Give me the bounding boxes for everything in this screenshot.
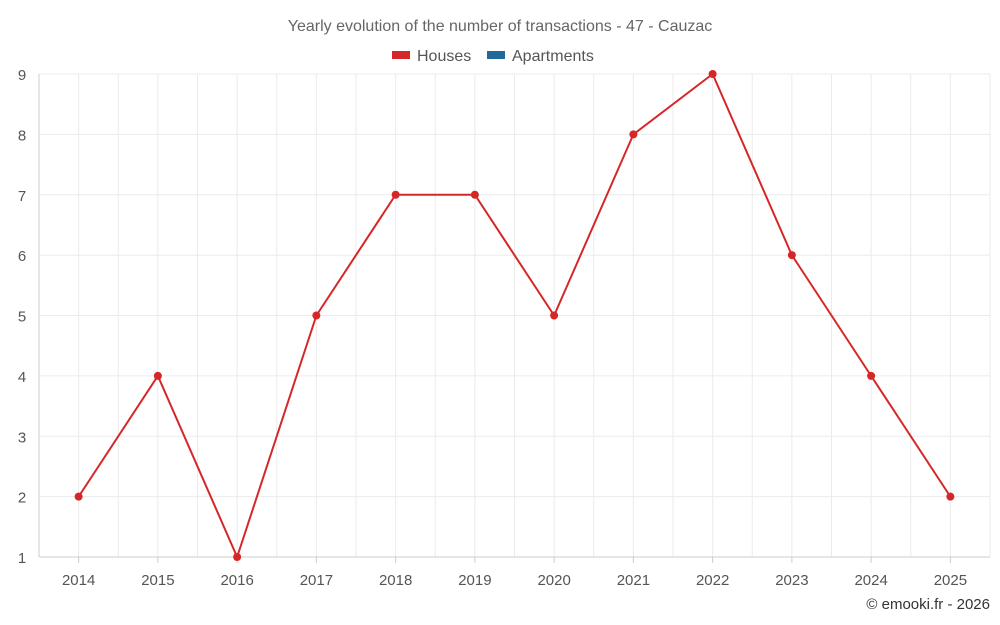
data-point-houses-2018[interactable] xyxy=(391,190,400,199)
y-tick-label-1: 1 xyxy=(18,550,26,567)
credit-text: © emooki.fr - 2026 xyxy=(866,596,990,613)
x-tick-label-2015: 2015 xyxy=(141,572,174,589)
legend-item-apartments[interactable]: Apartments xyxy=(487,48,594,65)
data-point-houses-2023[interactable] xyxy=(787,251,796,260)
y-tick-label-5: 5 xyxy=(18,309,26,326)
series-line-houses xyxy=(77,73,952,558)
x-tick-labels: 2014 2015 2016 2017 2018 2019 2020 2021 2022 2023… xyxy=(62,557,967,589)
data-point-houses-2021[interactable] xyxy=(629,130,638,139)
y-tick-label-8: 8 xyxy=(18,127,26,144)
chart-title: Yearly evolution of the number of transa… xyxy=(288,18,713,35)
data-point-houses-2019[interactable] xyxy=(470,190,479,199)
data-point-houses-2022[interactable] xyxy=(708,70,717,78)
x-tick-label-2022: 2022 xyxy=(696,572,729,589)
legend-item-houses[interactable]: Houses xyxy=(392,48,471,65)
legend-swatch-apartments xyxy=(487,51,505,59)
data-point-houses-2024[interactable] xyxy=(867,371,876,380)
y-tick-label-6: 6 xyxy=(18,248,26,265)
grid xyxy=(39,73,991,557)
data-point-houses-2017[interactable] xyxy=(312,311,321,320)
y-tick-label-9: 9 xyxy=(18,67,26,84)
x-tick-label-2017: 2017 xyxy=(300,572,333,589)
x-tick-label-2021: 2021 xyxy=(617,572,650,589)
x-tick-label-2020: 2020 xyxy=(537,572,570,589)
x-tick-label-2019: 2019 xyxy=(458,572,491,589)
legend-label-houses: Houses xyxy=(417,48,471,65)
series-layer xyxy=(74,70,955,561)
x-tick-label-2025: 2025 xyxy=(934,572,967,589)
y-tick-label-7: 7 xyxy=(18,188,26,205)
y-tick-labels: 1 2 3 4 5 6 7 8 9 xyxy=(18,67,26,567)
data-point-houses-2025[interactable] xyxy=(946,492,955,501)
axes xyxy=(38,74,990,558)
x-tick-label-2018: 2018 xyxy=(379,572,412,589)
data-point-houses-2016[interactable] xyxy=(233,553,242,561)
y-tick-label-2: 2 xyxy=(18,490,26,507)
legend-swatch-houses xyxy=(392,51,410,59)
y-tick-label-4: 4 xyxy=(18,369,26,386)
x-tick-label-2024: 2024 xyxy=(854,572,887,589)
data-point-houses-2015[interactable] xyxy=(153,371,162,380)
legend-label-apartments: Apartments xyxy=(512,48,594,65)
y-tick-label-3: 3 xyxy=(18,429,26,446)
x-tick-label-2023: 2023 xyxy=(775,572,808,589)
data-point-houses-2020[interactable] xyxy=(550,311,559,320)
x-tick-label-2014: 2014 xyxy=(62,572,95,589)
legend[interactable]: Houses Apartments xyxy=(392,48,594,65)
x-tick-label-2016: 2016 xyxy=(220,572,253,589)
data-point-houses-2014[interactable] xyxy=(74,492,83,501)
